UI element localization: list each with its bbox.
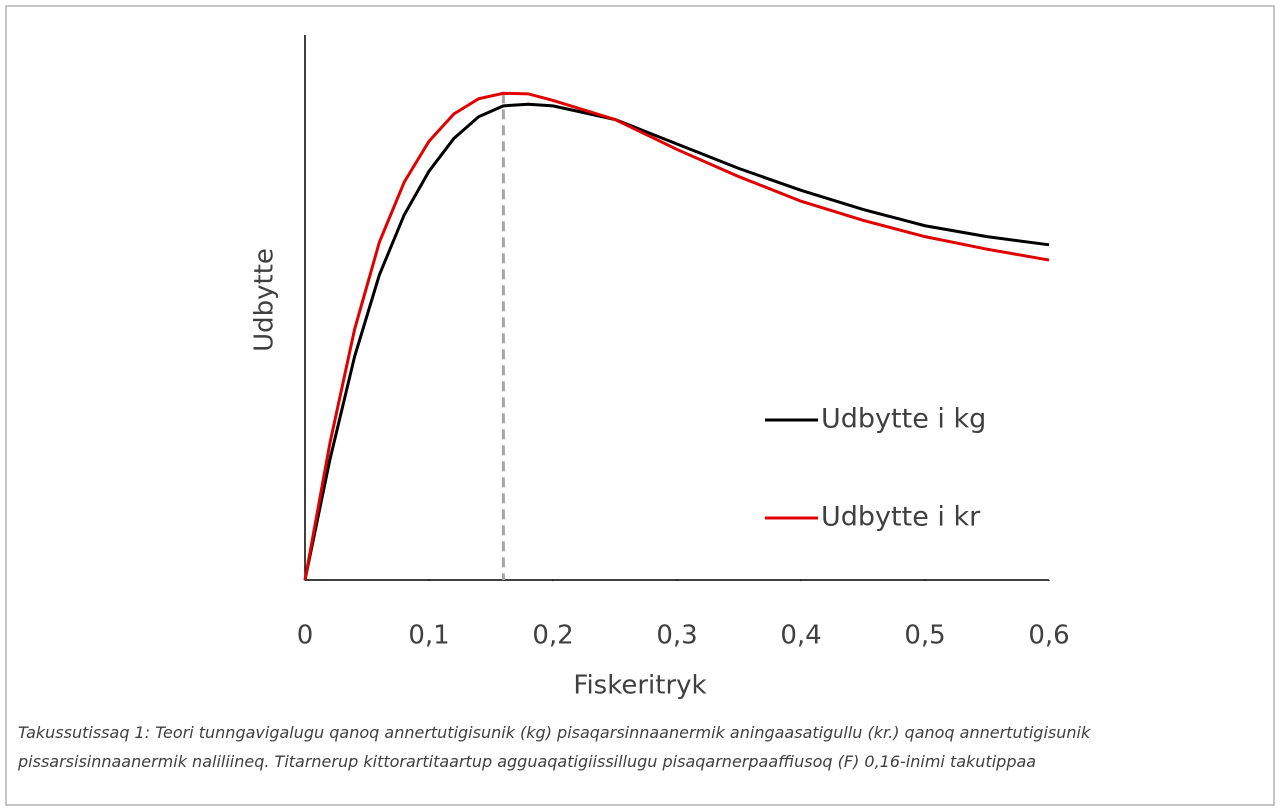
x-axis-label: Fiskeritryk — [573, 671, 706, 701]
x-tick-label: 0,2 — [532, 621, 573, 651]
caption: Takussutissaq 1: Teori tunngavigalugu qa… — [18, 723, 1091, 771]
frame — [5, 5, 1275, 806]
series-line — [303, 91, 1050, 581]
series-line — [303, 102, 1050, 581]
x-tick-label: 0 — [297, 621, 314, 651]
x-tick-label: 0,5 — [904, 621, 945, 651]
legend-label: Udbytte i kr — [821, 502, 981, 533]
legend-label: Udbytte i kg — [821, 404, 986, 435]
x-tick-label: 0,4 — [780, 621, 821, 651]
x-tick-label: 0,6 — [1028, 621, 1069, 651]
x-tick-label: 0,1 — [408, 621, 449, 651]
x-tick-label: 0,3 — [656, 621, 697, 651]
y-axis-label: Udbytte — [250, 248, 280, 352]
